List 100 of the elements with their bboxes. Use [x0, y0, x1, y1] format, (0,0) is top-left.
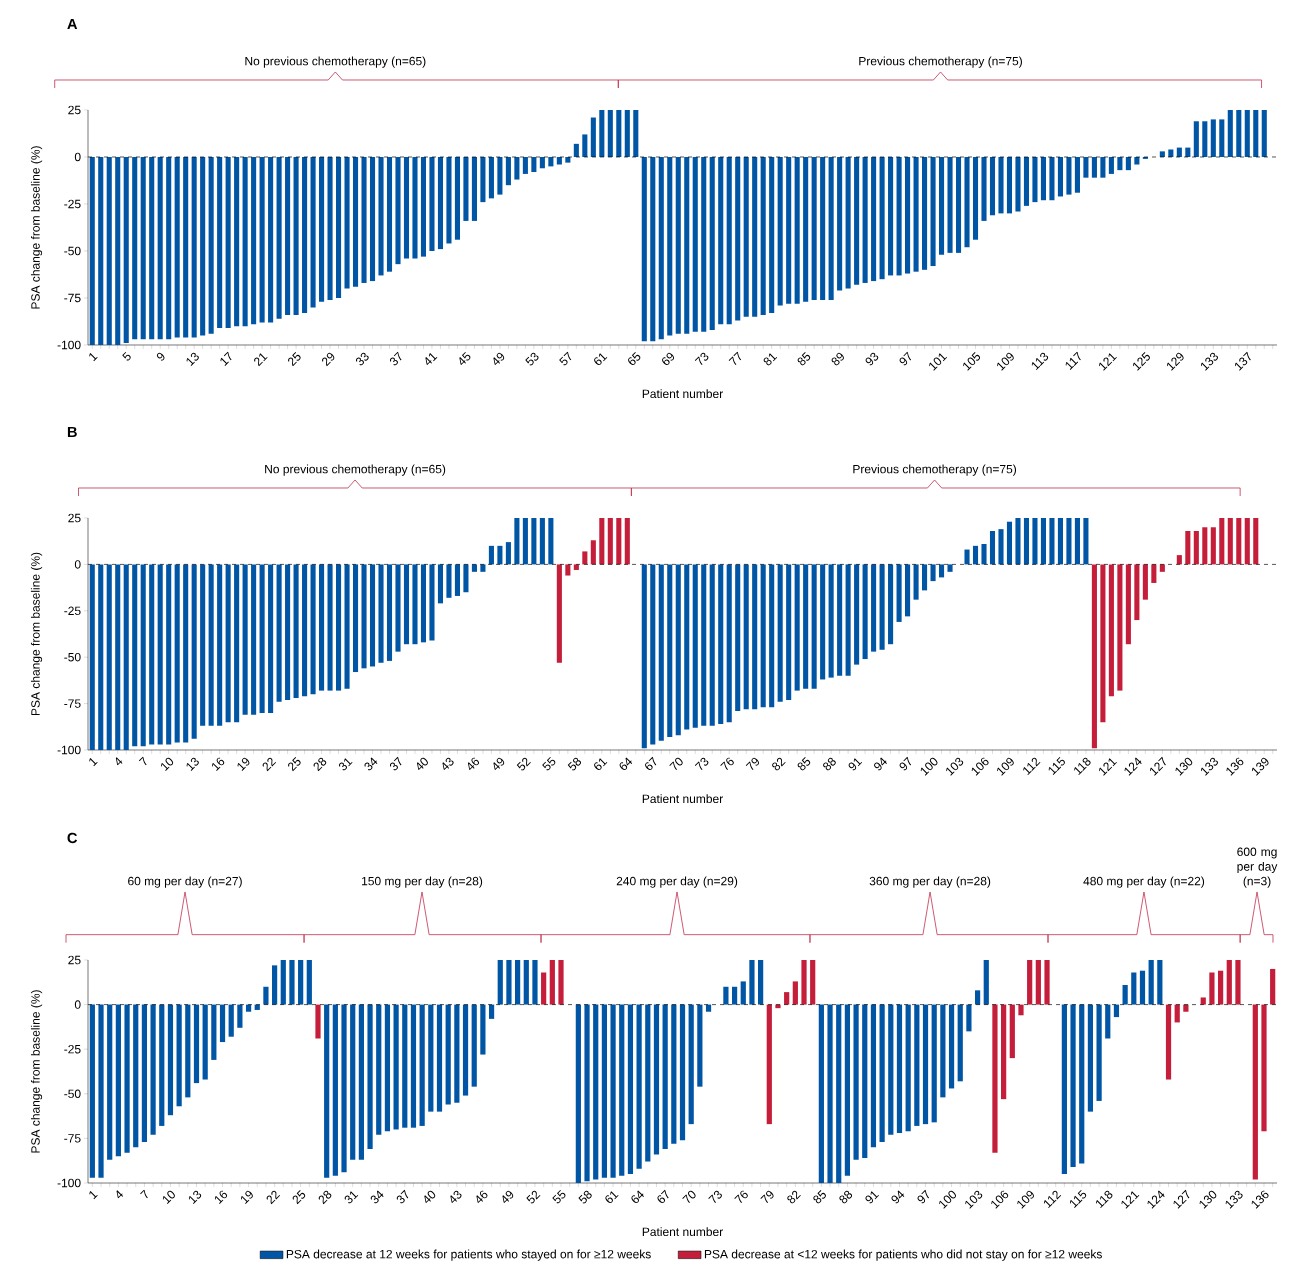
- bar: [896, 564, 902, 622]
- x-tick-label: 7: [138, 756, 147, 766]
- y-tick-label: 0: [74, 1000, 81, 1009]
- x-tick-label: 43: [442, 757, 454, 771]
- bar: [931, 1004, 937, 1123]
- bar: [1100, 157, 1106, 178]
- bar: [735, 564, 741, 712]
- x-tick-label: 91: [848, 758, 863, 771]
- bar: [1210, 119, 1216, 157]
- bar: [667, 564, 673, 738]
- bar: [726, 564, 732, 723]
- x-tick-label: 94: [891, 1190, 905, 1204]
- bar: [955, 157, 962, 253]
- x-tick-label: 109: [1017, 1190, 1034, 1209]
- bar: [242, 564, 248, 715]
- bar: [871, 157, 877, 282]
- bar: [964, 157, 970, 248]
- x-tick-label: 21: [254, 353, 268, 367]
- x-tick-label: 85: [797, 757, 811, 771]
- bar: [115, 1004, 121, 1157]
- bar: [801, 960, 807, 1005]
- x-tick-label: 40: [416, 757, 428, 771]
- bar: [505, 157, 511, 186]
- bar: [624, 518, 630, 565]
- bar: [471, 564, 477, 572]
- bar: [1183, 1004, 1189, 1012]
- bar: [1105, 1004, 1111, 1039]
- bar: [616, 110, 622, 157]
- bar: [1087, 1004, 1094, 1112]
- bar: [573, 564, 579, 570]
- legend-label: PSA decrease at <12 weeks for patients who did not stay on for ≥12 weeks: [704, 1249, 1102, 1261]
- bar: [352, 157, 359, 287]
- bar: [1253, 110, 1259, 157]
- bar: [810, 960, 816, 1005]
- x-tick-label: 53: [525, 352, 539, 366]
- bar: [974, 990, 981, 1005]
- text: 240 mg per day (n=29): [616, 876, 738, 888]
- bar: [740, 981, 746, 1005]
- bar: [1134, 564, 1140, 621]
- bar: [1252, 1004, 1258, 1180]
- x-tick-label: 121: [1099, 353, 1117, 371]
- bar: [769, 564, 775, 708]
- bar: [972, 545, 979, 565]
- bar: [208, 564, 214, 726]
- bar: [386, 564, 393, 661]
- x-tick-label: 133: [1225, 1190, 1243, 1209]
- x-tick-label: 130: [1199, 1190, 1217, 1209]
- bar: [828, 157, 834, 300]
- bar: [593, 1004, 599, 1180]
- x-tick-label: 58: [567, 757, 582, 771]
- bar: [1219, 119, 1225, 157]
- x-tick-label: 1: [89, 758, 98, 767]
- x-tick-label: 81: [763, 353, 778, 366]
- x-tick-label: 118: [1096, 1190, 1113, 1209]
- bar: [1015, 518, 1021, 565]
- bar: [590, 117, 596, 157]
- bar: [981, 157, 987, 221]
- x-tick-label: 22: [262, 757, 277, 772]
- bar: [1035, 960, 1041, 1005]
- bar: [758, 960, 764, 1005]
- bar: [709, 157, 715, 330]
- bar: [471, 157, 477, 221]
- bar: [766, 1004, 772, 1125]
- bar: [157, 157, 163, 340]
- bar: [306, 960, 312, 1005]
- bar: [174, 157, 180, 338]
- bar: [854, 564, 860, 665]
- x-tick-label: 93: [865, 352, 879, 366]
- x-tick-label: 4: [116, 1190, 124, 1199]
- bar: [419, 1004, 425, 1126]
- bar: [403, 157, 410, 259]
- bar: [1219, 518, 1225, 565]
- bar: [1209, 972, 1215, 1005]
- bar: [879, 157, 885, 280]
- bar: [888, 564, 894, 645]
- bar: [336, 157, 342, 298]
- x-tick-label: 118: [1074, 757, 1091, 776]
- x-tick-label: 65: [628, 352, 641, 366]
- x-tick-label: 112: [1023, 757, 1041, 776]
- bar: [1032, 157, 1038, 203]
- x-tick-label: 76: [734, 1190, 748, 1204]
- bar: [132, 157, 138, 340]
- y-axis-title: PSA change from baseline (%): [30, 146, 43, 309]
- bar: [523, 960, 529, 1005]
- text: No previous chemotherapy (n=65): [265, 464, 446, 476]
- bar: [166, 157, 172, 340]
- bar: [272, 965, 278, 1005]
- bar: [726, 157, 732, 325]
- x-tick-label: 25: [288, 757, 301, 772]
- bar: [200, 564, 206, 726]
- bar: [191, 564, 197, 739]
- bar: [786, 564, 792, 700]
- bar: [386, 157, 393, 272]
- bar: [302, 157, 308, 314]
- bar: [176, 1004, 182, 1107]
- bar: [107, 1004, 113, 1160]
- bar: [1253, 518, 1259, 565]
- bar: [548, 518, 554, 565]
- x-tick-label: 49: [493, 352, 505, 366]
- x-tick-label: 82: [772, 757, 786, 771]
